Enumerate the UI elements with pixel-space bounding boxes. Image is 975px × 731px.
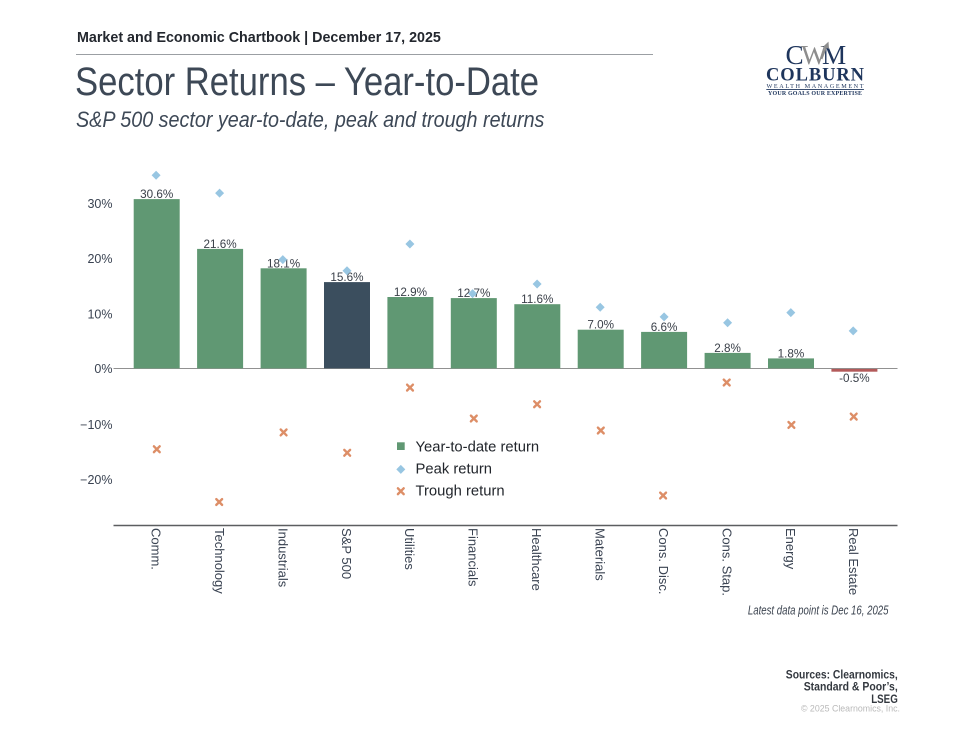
svg-text:Healthcare: Healthcare (529, 528, 544, 591)
svg-text:Industrials: Industrials (275, 528, 290, 588)
svg-text:2.8%: 2.8% (714, 342, 741, 355)
svg-text:Cons. Disc.: Cons. Disc. (656, 528, 671, 594)
svg-text:Utilities: Utilities (402, 528, 417, 570)
svg-text:Financials: Financials (466, 528, 481, 587)
svg-text:Technology: Technology (212, 528, 227, 594)
svg-text:6.6%: 6.6% (651, 321, 678, 334)
svg-text:Materials: Materials (593, 528, 608, 581)
svg-text:10%: 10% (87, 307, 112, 321)
svg-text:11.6%: 11.6% (521, 293, 553, 306)
svg-text:C: C (786, 40, 804, 70)
svg-text:−10%: −10% (80, 418, 112, 432)
svg-text:21.6%: 21.6% (204, 238, 237, 251)
svg-text:18.1%: 18.1% (267, 257, 300, 270)
svg-text:© 2025 Clearnomics, Inc.: © 2025 Clearnomics, Inc. (801, 703, 900, 713)
svg-text:Real Estate: Real Estate (846, 528, 861, 595)
svg-text:Trough return: Trough return (416, 484, 505, 500)
svg-text:WEALTH MANAGEMENT: WEALTH MANAGEMENT (767, 83, 864, 90)
svg-text:Energy: Energy (783, 528, 798, 570)
svg-text:Cons. Stap.: Cons. Stap. (719, 528, 734, 596)
svg-text:Comm.: Comm. (149, 528, 164, 570)
svg-text:COLBURN: COLBURN (766, 66, 865, 86)
svg-text:12.9%: 12.9% (394, 286, 427, 299)
svg-text:-0.5%: -0.5% (839, 372, 870, 385)
svg-text:0%: 0% (94, 362, 112, 376)
svg-text:1.8%: 1.8% (778, 347, 805, 360)
svg-text:YOUR GOALS OUR EXPERTISE: YOUR GOALS OUR EXPERTISE (768, 91, 862, 97)
svg-text:Latest data point is Dec 16, 2: Latest data point is Dec 16, 2025 (748, 603, 889, 618)
svg-text:7.0%: 7.0% (587, 319, 614, 332)
svg-text:30.6%: 30.6% (140, 188, 173, 201)
svg-text:Peak return: Peak return (416, 462, 493, 478)
svg-text:LSEG: LSEG (871, 692, 898, 706)
svg-text:Year-to-date return: Year-to-date return (416, 440, 540, 456)
svg-text:15.6%: 15.6% (330, 271, 363, 284)
svg-text:30%: 30% (87, 197, 112, 211)
svg-text:S&P 500: S&P 500 (339, 528, 354, 579)
svg-text:Standard & Poor’s,: Standard & Poor’s, (804, 680, 898, 694)
svg-text:−20%: −20% (80, 473, 112, 487)
svg-text:20%: 20% (87, 252, 112, 266)
svg-text:Sources: Clearnomics,: Sources: Clearnomics, (786, 667, 898, 681)
